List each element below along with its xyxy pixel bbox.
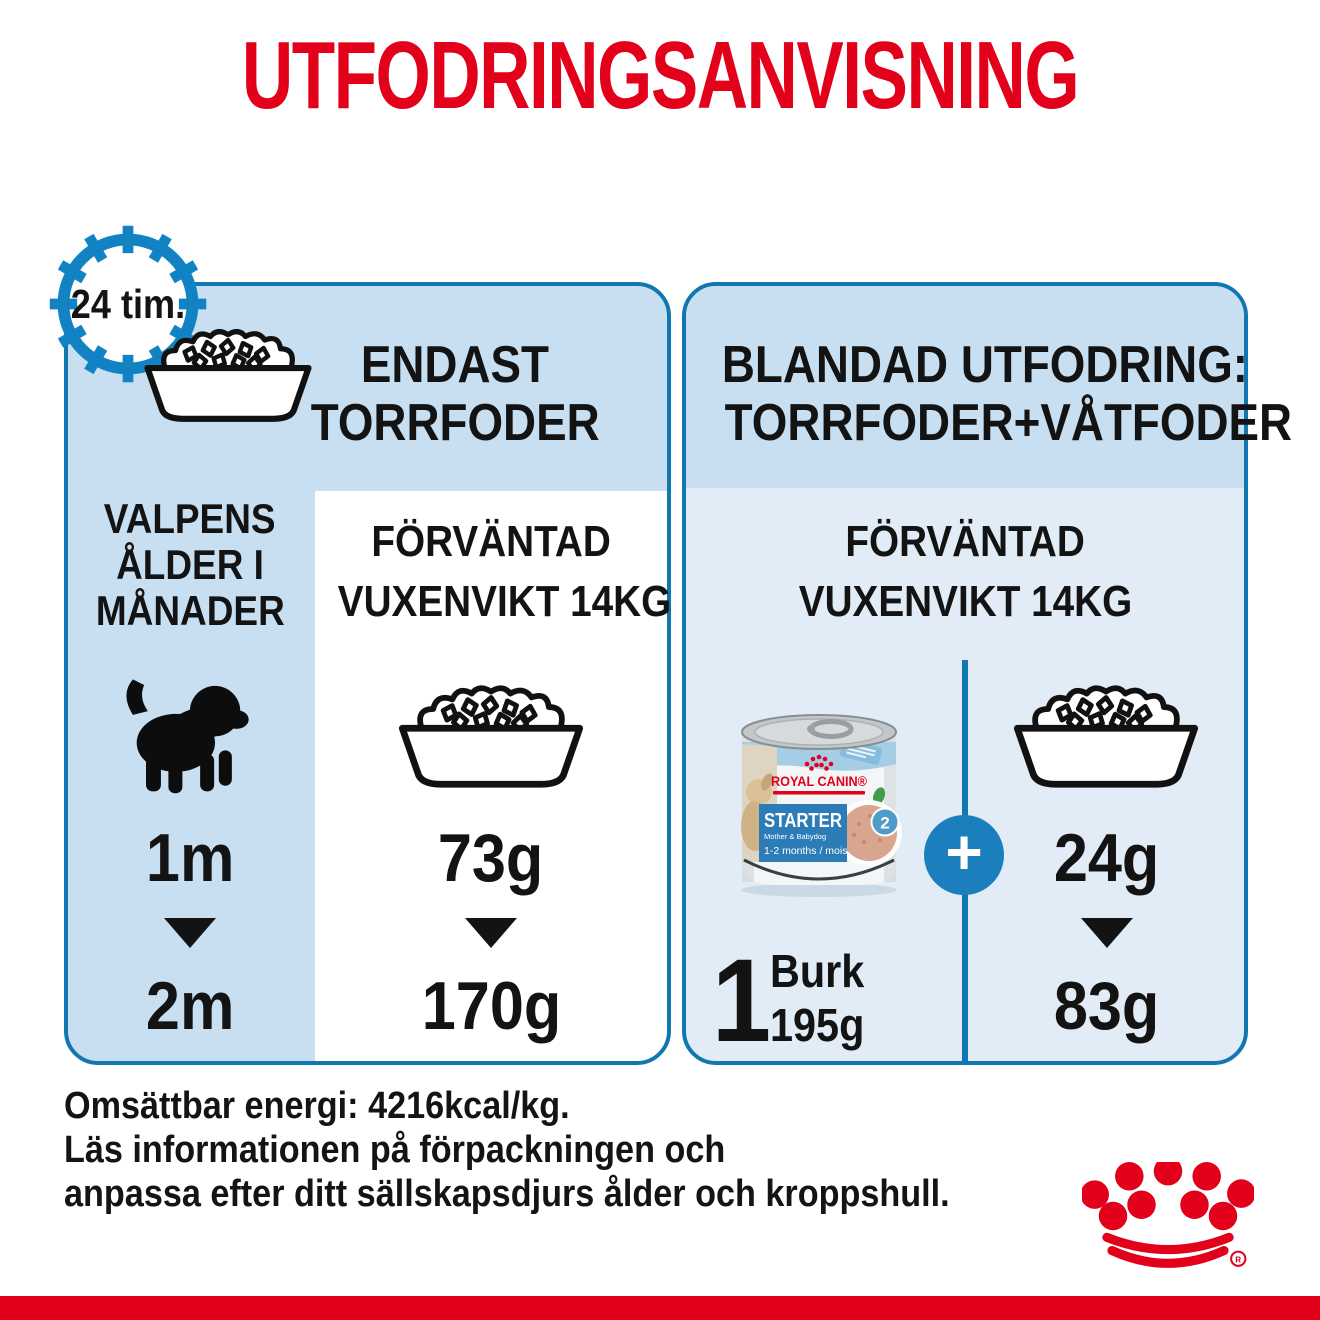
can-age-text: 1-2 months / mois (764, 845, 847, 857)
dry-only-to-value: 170g (421, 968, 561, 1044)
wet-can-unit: Burk (770, 945, 865, 997)
can-product-text: STARTER (764, 810, 842, 832)
age-to-value: 2m (145, 968, 235, 1044)
dry-only-down-arrow-icon (315, 918, 667, 948)
kibble-bowl-icon (140, 326, 316, 424)
mixed-feeding-header: BLANDAD UTFODRING: TORRFODER+VÅTFODER (721, 336, 1293, 452)
mixed-dry-to-value: 83g (1054, 968, 1160, 1044)
can-brand-text: ROYAL CANIN® (771, 774, 867, 789)
royal-canin-crown-logo: R (1080, 1156, 1256, 1274)
mixed-dry-down-arrow-icon (970, 918, 1244, 948)
can-subtitle-text: Mother & Babydog (764, 832, 826, 841)
dry-only-header: ENDAST TORRFODER (310, 336, 600, 452)
mixed-panel-header-strip (686, 286, 1244, 488)
wet-can-count: 1 (712, 935, 772, 1067)
age-down-arrow-icon (70, 918, 310, 948)
plus-icon: + (924, 815, 1004, 895)
clock-24h-icon (40, 216, 216, 392)
dry-only-from-value: 73g (438, 820, 544, 896)
clock-label: 24 tim. (70, 280, 186, 327)
dry-column-header: FÖRVÄNTAD VUXENVIKT 14KG (337, 517, 672, 626)
svg-text:R: R (1235, 1255, 1241, 1264)
mixed-dry-from-value: 24g (1054, 820, 1160, 896)
footer-info-line2: anpassa efter ditt sällskapsdjurs ålder … (64, 1173, 950, 1215)
puppy-silhouette-icon (118, 672, 258, 810)
age-column-header: VALPENS ÅLDER I MÅNADER (95, 495, 285, 634)
mixed-feeding-subheader: FÖRVÄNTAD VUXENVIKT 14KG (798, 517, 1132, 626)
footer-energy-line: Omsättbar energi: 4216kcal/kg. (64, 1085, 570, 1127)
kibble-bowl-icon (1008, 682, 1204, 790)
mixed-feeding-panel (682, 282, 1248, 1065)
page-title: UTFODRINGSANVISNING (241, 22, 1080, 129)
age-from-value: 1m (145, 820, 235, 896)
bottom-red-bar (0, 1296, 1320, 1320)
wet-can-weight: 195g (770, 999, 865, 1051)
footer-info-line: Läs informationen på förpackningen och (64, 1129, 726, 1171)
product-can-image: ROYAL CANIN® STARTER Mother & Babydog 1- (733, 712, 905, 900)
kibble-bowl-icon (393, 682, 589, 790)
can-stage-badge: 2 (880, 814, 889, 833)
